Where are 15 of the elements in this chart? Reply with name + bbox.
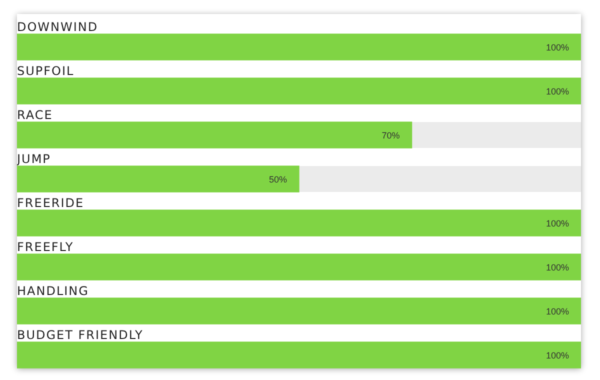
data-label: 70% bbox=[382, 130, 400, 140]
y-tick-label: SUPFOIL bbox=[17, 64, 74, 78]
y-tick-label: HANDLING bbox=[17, 284, 89, 298]
data-label: 100% bbox=[546, 218, 569, 228]
data-label: 100% bbox=[546, 262, 569, 272]
y-tick-label: BUDGET FRIENDLY bbox=[17, 328, 144, 342]
data-label: 100% bbox=[546, 306, 569, 316]
y-tick-label: DOWNWIND bbox=[17, 20, 98, 34]
y-tick-label: FREEFLY bbox=[17, 240, 74, 254]
data-label: 100% bbox=[546, 42, 569, 52]
data-label: 100% bbox=[546, 86, 569, 96]
y-tick-label: FREERIDE bbox=[17, 196, 84, 210]
y-tick-label: RACE bbox=[17, 108, 53, 122]
data-label: 50% bbox=[268, 174, 287, 184]
data-label: 100% bbox=[546, 350, 569, 360]
